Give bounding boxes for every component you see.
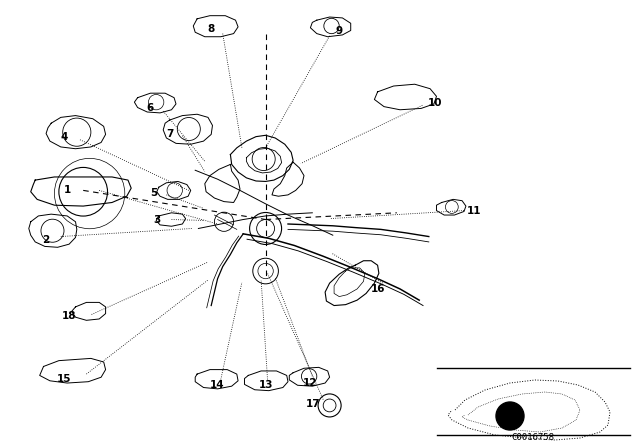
Text: 13: 13 xyxy=(259,380,273,390)
Text: 2: 2 xyxy=(42,235,50,245)
Text: 7: 7 xyxy=(166,129,173,139)
Text: 17: 17 xyxy=(307,399,321,409)
Text: 11: 11 xyxy=(467,206,481,215)
Text: 5: 5 xyxy=(150,188,157,198)
Text: 12: 12 xyxy=(303,378,317,388)
Text: 3: 3 xyxy=(153,215,161,224)
Text: 16: 16 xyxy=(371,284,385,294)
Text: 1: 1 xyxy=(63,185,71,195)
Circle shape xyxy=(496,402,524,430)
Text: 18: 18 xyxy=(62,311,76,321)
Text: 6: 6 xyxy=(147,103,154,112)
Text: 14: 14 xyxy=(211,380,225,390)
Text: 4: 4 xyxy=(60,132,68,142)
Text: 9: 9 xyxy=(335,26,343,36)
Text: 10: 10 xyxy=(428,98,442,108)
Text: 15: 15 xyxy=(57,374,71,383)
Text: C0016758: C0016758 xyxy=(511,433,554,442)
Text: 8: 8 xyxy=(207,24,215,34)
